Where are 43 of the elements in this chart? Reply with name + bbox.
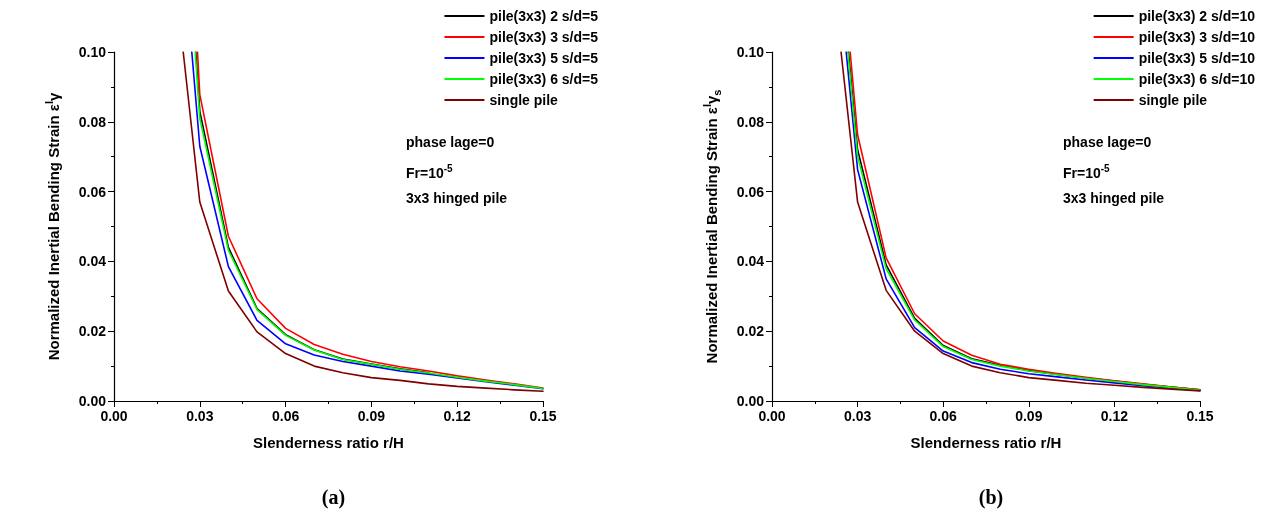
- x-tick-label: 0.15: [1186, 408, 1214, 424]
- x-tick-label: 0.06: [271, 408, 300, 424]
- legend-label: pile(3x3) 5 s/d=5: [489, 50, 599, 66]
- legend-label: pile(3x3) 2 s/d=10: [1138, 8, 1256, 24]
- legend-label: single pile: [489, 92, 559, 108]
- x-tick-label: 0.03: [186, 408, 214, 424]
- legend-label: pile(3x3) 5 s/d=10: [1138, 50, 1256, 66]
- annotation: 3x3 hinged pile: [406, 190, 508, 206]
- y-tick-label: 0.08: [78, 113, 107, 130]
- legend-label: pile(3x3) 6 s/d=5: [489, 71, 599, 87]
- y-tick-label: 0.10: [736, 44, 765, 60]
- y-tick-label: 0.10: [78, 44, 107, 60]
- annotation: phase lage=0: [1063, 134, 1152, 150]
- x-tick-label: 0.15: [529, 408, 557, 424]
- legend-label: pile(3x3) 3 s/d=5: [489, 29, 599, 45]
- x-tick-label: 0.09: [1015, 408, 1043, 424]
- x-tick-label: 0.09: [357, 408, 386, 424]
- y-tick-label: 0.04: [78, 253, 107, 270]
- x-tick-label: 0.00: [100, 408, 128, 424]
- legend-label: pile(3x3) 2 s/d=5: [489, 8, 599, 24]
- y-tick-label: 0.02: [736, 323, 765, 340]
- text: (b): [978, 486, 1004, 509]
- y-tick-label: 0.00: [78, 393, 107, 409]
- y-tick-label: 0.00: [736, 393, 765, 409]
- x-tick-label: 0.03: [843, 408, 872, 424]
- x-tick-label: 0.06: [929, 408, 958, 424]
- y-axis-title: Normalized Inertial Bending Strain εIγ: [42, 91, 62, 361]
- annotation: phase lage=0: [406, 134, 495, 150]
- legend-label: pile(3x3) 3 s/d=10: [1138, 29, 1256, 45]
- text: (a): [321, 486, 346, 509]
- y-tick-label: 0.08: [736, 113, 765, 130]
- x-tick-label: 0.00: [758, 408, 786, 424]
- annotation: 3x3 hinged pile: [1063, 190, 1165, 206]
- y-tick-label: 0.06: [78, 183, 107, 200]
- x-axis-title: Slenderness ratio r/H: [253, 434, 404, 451]
- y-tick-label: 0.06: [736, 183, 765, 200]
- y-tick-label: 0.02: [78, 323, 107, 340]
- y-tick-label: 0.04: [736, 253, 765, 270]
- x-tick-label: 0.12: [1100, 408, 1129, 424]
- legend-label: single pile: [1138, 92, 1208, 108]
- x-axis-title: Slenderness ratio r/H: [910, 434, 1062, 451]
- legend-label: pile(3x3) 6 s/d=10: [1138, 71, 1256, 87]
- x-tick-label: 0.12: [443, 408, 472, 424]
